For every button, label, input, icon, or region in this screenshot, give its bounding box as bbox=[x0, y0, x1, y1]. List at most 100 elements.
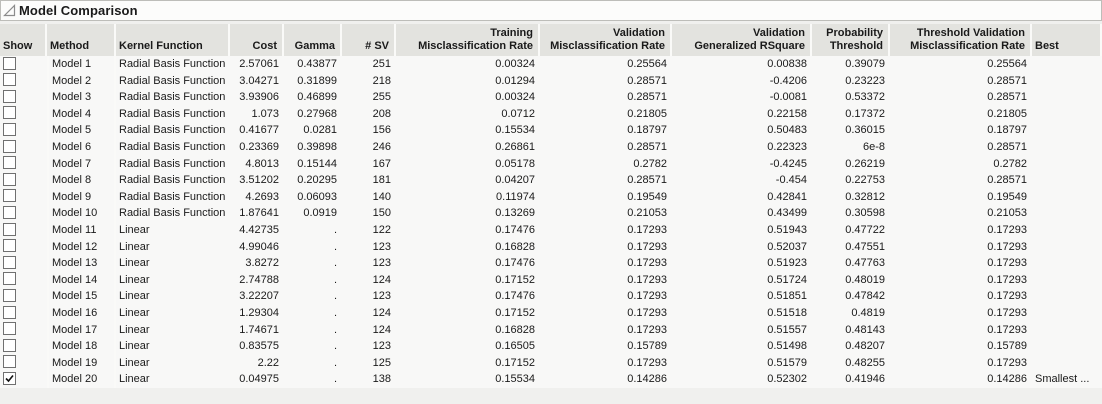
cell-train: 0.17152 bbox=[396, 354, 540, 372]
checkmark-icon bbox=[5, 374, 14, 383]
cell-rsq: 0.42841 bbox=[672, 188, 812, 206]
cell-show bbox=[0, 72, 47, 90]
cell-cost: 1.073 bbox=[230, 105, 284, 123]
table-row: Model 1 Radial Basis Function 2.57061 0.438… bbox=[0, 56, 1102, 73]
cell-train: 0.15534 bbox=[396, 371, 540, 388]
cell-valid: 0.17293 bbox=[540, 354, 672, 372]
cell-valid: 0.19549 bbox=[540, 188, 672, 206]
cell-valid: 0.28571 bbox=[540, 138, 672, 156]
show-checkbox[interactable] bbox=[3, 272, 16, 286]
cell-method: Model 11 bbox=[47, 221, 116, 239]
show-checkbox[interactable] bbox=[3, 222, 16, 236]
show-checkbox[interactable] bbox=[3, 322, 16, 336]
cell-tvmr: 0.28571 bbox=[890, 138, 1032, 156]
cell-best bbox=[1032, 304, 1102, 322]
cell-tvmr: 0.14286 bbox=[890, 371, 1032, 388]
column-header-cost: Cost bbox=[230, 24, 284, 56]
cell-tvmr: 0.15789 bbox=[890, 338, 1032, 355]
show-checkbox[interactable] bbox=[3, 139, 16, 153]
cell-kernel: Linear bbox=[116, 255, 230, 272]
show-checkbox[interactable] bbox=[3, 305, 16, 319]
cell-prob: 6e-8 bbox=[812, 138, 890, 156]
show-checkbox[interactable] bbox=[3, 205, 16, 219]
cell-prob: 0.23223 bbox=[812, 72, 890, 90]
cell-sv: 123 bbox=[342, 288, 396, 305]
cell-train: 0.16828 bbox=[396, 321, 540, 339]
show-checkbox[interactable] bbox=[3, 371, 16, 385]
cell-kernel: Radial Basis Function bbox=[116, 138, 230, 156]
cell-valid: 0.21053 bbox=[540, 205, 672, 222]
show-checkbox[interactable] bbox=[3, 73, 16, 87]
cell-method: Model 13 bbox=[47, 255, 116, 272]
cell-rsq: 0.51579 bbox=[672, 354, 812, 372]
cell-gamma: 0.46899 bbox=[284, 89, 342, 106]
cell-kernel: Linear bbox=[116, 271, 230, 289]
cell-cost: 4.99046 bbox=[230, 238, 284, 256]
cell-prob: 0.53372 bbox=[812, 89, 890, 106]
cell-best bbox=[1032, 205, 1102, 222]
cell-show bbox=[0, 238, 47, 256]
show-checkbox[interactable] bbox=[3, 239, 16, 253]
cell-tvmr: 0.19549 bbox=[890, 188, 1032, 206]
show-checkbox[interactable] bbox=[3, 56, 16, 70]
cell-show bbox=[0, 304, 47, 322]
cell-valid: 0.17293 bbox=[540, 221, 672, 239]
cell-gamma: . bbox=[284, 271, 342, 289]
cell-kernel: Linear bbox=[116, 354, 230, 372]
table-row: Model 16 Linear 1.29304. 124 0.17152 0.17293 0… bbox=[0, 304, 1102, 322]
show-checkbox[interactable] bbox=[3, 172, 16, 186]
show-checkbox[interactable] bbox=[3, 355, 16, 369]
table-row: Model 12 Linear 4.99046. 123 0.16828 0.17293 0… bbox=[0, 238, 1102, 256]
cell-show bbox=[0, 354, 47, 372]
cell-method: Model 7 bbox=[47, 155, 116, 173]
cell-kernel: Linear bbox=[116, 238, 230, 256]
show-checkbox[interactable] bbox=[3, 288, 16, 302]
cell-method: Model 20 bbox=[47, 371, 116, 388]
cell-prob: 0.30598 bbox=[812, 205, 890, 222]
table-row: Model 5 Radial Basis Function 0.41677 0.028… bbox=[0, 122, 1102, 139]
cell-train: 0.00324 bbox=[396, 89, 540, 106]
cell-cost: 0.04975 bbox=[230, 371, 284, 388]
cell-gamma: 0.31899 bbox=[284, 72, 342, 90]
cell-kernel: Radial Basis Function bbox=[116, 122, 230, 139]
show-checkbox[interactable] bbox=[3, 338, 16, 352]
show-checkbox[interactable] bbox=[3, 156, 16, 170]
cell-best bbox=[1032, 288, 1102, 305]
cell-best bbox=[1032, 105, 1102, 123]
cell-prob: 0.36015 bbox=[812, 122, 890, 139]
cell-prob: 0.41946 bbox=[812, 371, 890, 388]
cell-rsq: 0.52037 bbox=[672, 238, 812, 256]
cell-show bbox=[0, 122, 47, 139]
cell-cost: 1.74671 bbox=[230, 321, 284, 339]
cell-sv: 140 bbox=[342, 188, 396, 206]
cell-cost: 1.29304 bbox=[230, 304, 284, 322]
cell-sv: 124 bbox=[342, 271, 396, 289]
cell-rsq: 0.51724 bbox=[672, 271, 812, 289]
column-header-tvmr: Threshold Validation Misclassification R… bbox=[890, 24, 1032, 56]
table-row: Model 20 Linear 0.04975. 138 0.15534 0.14286 0… bbox=[0, 371, 1102, 388]
cell-best bbox=[1032, 338, 1102, 355]
disclosure-triangle-icon[interactable] bbox=[3, 4, 16, 17]
show-checkbox[interactable] bbox=[3, 122, 16, 136]
table-row: Model 7 Radial Basis Function 4.8013 0.1514… bbox=[0, 155, 1102, 173]
show-checkbox[interactable] bbox=[3, 255, 16, 269]
show-checkbox[interactable] bbox=[3, 89, 16, 103]
cell-show bbox=[0, 255, 47, 272]
cell-kernel: Radial Basis Function bbox=[116, 155, 230, 173]
show-checkbox[interactable] bbox=[3, 189, 16, 203]
cell-valid: 0.15789 bbox=[540, 338, 672, 355]
cell-gamma: 0.43877 bbox=[284, 56, 342, 73]
cell-sv: 167 bbox=[342, 155, 396, 173]
cell-method: Model 1 bbox=[47, 56, 116, 73]
show-checkbox[interactable] bbox=[3, 106, 16, 120]
cell-train: 0.0712 bbox=[396, 105, 540, 123]
cell-best bbox=[1032, 122, 1102, 139]
cell-best bbox=[1032, 238, 1102, 256]
cell-train: 0.04207 bbox=[396, 172, 540, 189]
cell-prob: 0.17372 bbox=[812, 105, 890, 123]
cell-valid: 0.25564 bbox=[540, 56, 672, 73]
cell-cost: 4.2693 bbox=[230, 188, 284, 206]
cell-tvmr: 0.17293 bbox=[890, 288, 1032, 305]
cell-best bbox=[1032, 172, 1102, 189]
cell-method: Model 9 bbox=[47, 188, 116, 206]
